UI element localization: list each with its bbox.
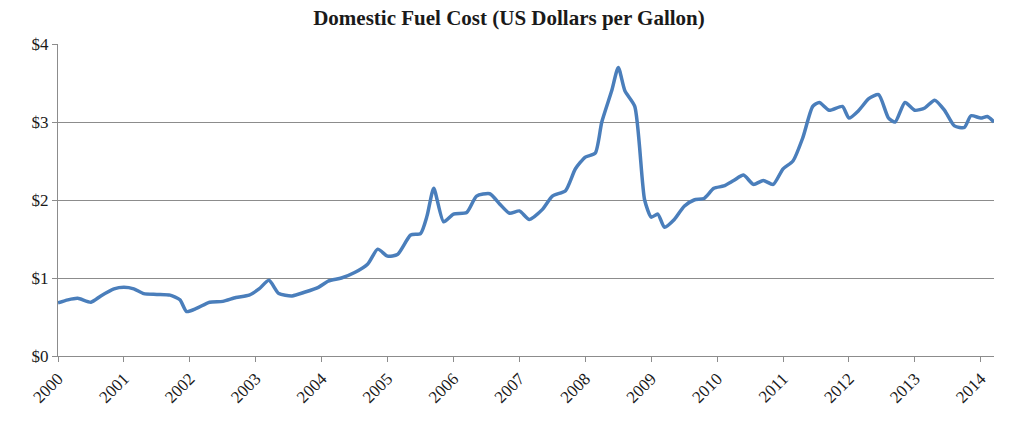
svg-text:2006: 2006: [425, 369, 462, 406]
svg-text:2002: 2002: [161, 369, 198, 406]
svg-text:2003: 2003: [227, 369, 264, 406]
svg-text:2010: 2010: [689, 369, 726, 406]
svg-text:$4: $4: [32, 35, 50, 54]
svg-text:$2: $2: [32, 191, 49, 210]
svg-text:2013: 2013: [886, 369, 923, 406]
svg-text:2004: 2004: [293, 369, 331, 407]
svg-text:2012: 2012: [820, 369, 857, 406]
svg-text:2014: 2014: [952, 369, 990, 407]
svg-text:2001: 2001: [95, 369, 132, 406]
svg-text:2000: 2000: [29, 369, 66, 406]
svg-text:2008: 2008: [557, 369, 594, 406]
svg-text:$1: $1: [32, 269, 49, 288]
svg-text:$3: $3: [32, 113, 49, 132]
svg-text:Domestic Fuel Cost (US Dollars: Domestic Fuel Cost (US Dollars per Gallo…: [313, 6, 705, 30]
svg-text:2007: 2007: [491, 369, 529, 407]
svg-text:2005: 2005: [359, 369, 396, 406]
svg-text:$0: $0: [32, 347, 49, 366]
svg-text:2011: 2011: [755, 369, 792, 406]
svg-text:2009: 2009: [623, 369, 660, 406]
